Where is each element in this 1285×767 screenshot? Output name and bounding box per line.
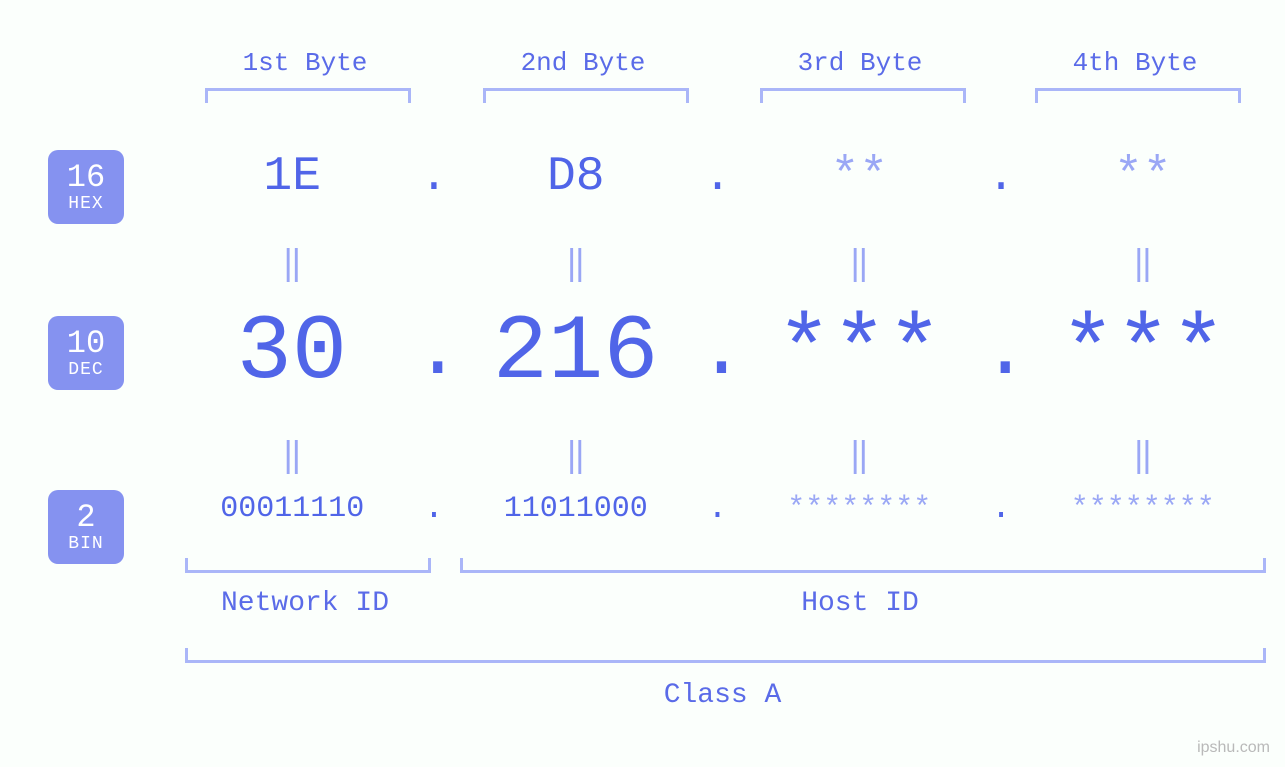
byte-header-3: 3rd Byte	[735, 48, 985, 78]
base-label-dec: DEC	[48, 361, 124, 381]
base-label-hex: HEX	[48, 195, 124, 215]
base-num-dec: 10	[48, 326, 124, 361]
equals-row-1: ‖ . ‖ . ‖ . ‖	[170, 238, 1265, 290]
network-id-label: Network ID	[185, 588, 425, 619]
base-num-bin: 2	[48, 500, 124, 535]
host-id-label: Host ID	[460, 588, 1260, 619]
equals-icon: ‖	[170, 435, 414, 477]
dot-icon: .	[414, 307, 454, 398]
equals-icon: ‖	[737, 243, 981, 285]
equals-row-2: ‖ . ‖ . ‖ . ‖	[170, 430, 1265, 482]
hex-byte-1: 1E	[170, 150, 414, 204]
dot-icon: .	[414, 490, 453, 528]
byte-header-4: 4th Byte	[1010, 48, 1260, 78]
equals-icon: ‖	[170, 243, 414, 285]
equals-icon: ‖	[454, 435, 698, 477]
dec-byte-2: 216	[454, 300, 698, 405]
base-badge-dec: 10 DEC	[48, 316, 124, 390]
watermark: ipshu.com	[1197, 739, 1270, 757]
byte-bracket-4	[1035, 88, 1241, 103]
hex-byte-4: **	[1021, 150, 1265, 204]
dot-icon: .	[698, 151, 737, 203]
byte-bracket-1	[205, 88, 411, 103]
hex-row: 1E . D8 . ** . **	[170, 150, 1265, 204]
dec-row: 30 . 216 . *** . ***	[170, 300, 1265, 405]
dec-byte-1: 30	[170, 300, 414, 405]
hex-byte-2: D8	[454, 150, 698, 204]
class-label: Class A	[185, 680, 1260, 711]
dot-icon: .	[414, 151, 453, 203]
network-id-bracket	[185, 558, 431, 573]
dot-icon: .	[981, 307, 1021, 398]
byte-header-2: 2nd Byte	[458, 48, 708, 78]
host-id-bracket	[460, 558, 1266, 573]
bin-row: 00011110 . 11011000 . ******** . *******…	[170, 490, 1265, 528]
byte-bracket-2	[483, 88, 689, 103]
equals-icon: ‖	[737, 435, 981, 477]
base-num-hex: 16	[48, 160, 124, 195]
bin-byte-4: ********	[1021, 492, 1265, 526]
dot-icon: .	[981, 151, 1020, 203]
base-badge-hex: 16 HEX	[48, 150, 124, 224]
bin-byte-2: 11011000	[454, 492, 698, 526]
dec-byte-4: ***	[1021, 300, 1265, 405]
byte-header-1: 1st Byte	[180, 48, 430, 78]
base-badge-bin: 2 BIN	[48, 490, 124, 564]
byte-bracket-3	[760, 88, 966, 103]
dot-icon: .	[981, 490, 1020, 528]
bin-byte-3: ********	[737, 492, 981, 526]
dot-icon: .	[698, 490, 737, 528]
base-label-bin: BIN	[48, 535, 124, 555]
equals-icon: ‖	[1021, 435, 1265, 477]
hex-byte-3: **	[737, 150, 981, 204]
class-bracket	[185, 648, 1266, 663]
dec-byte-3: ***	[738, 300, 982, 405]
dot-icon: .	[698, 307, 738, 398]
bin-byte-1: 00011110	[170, 492, 414, 526]
equals-icon: ‖	[1021, 243, 1265, 285]
equals-icon: ‖	[454, 243, 698, 285]
